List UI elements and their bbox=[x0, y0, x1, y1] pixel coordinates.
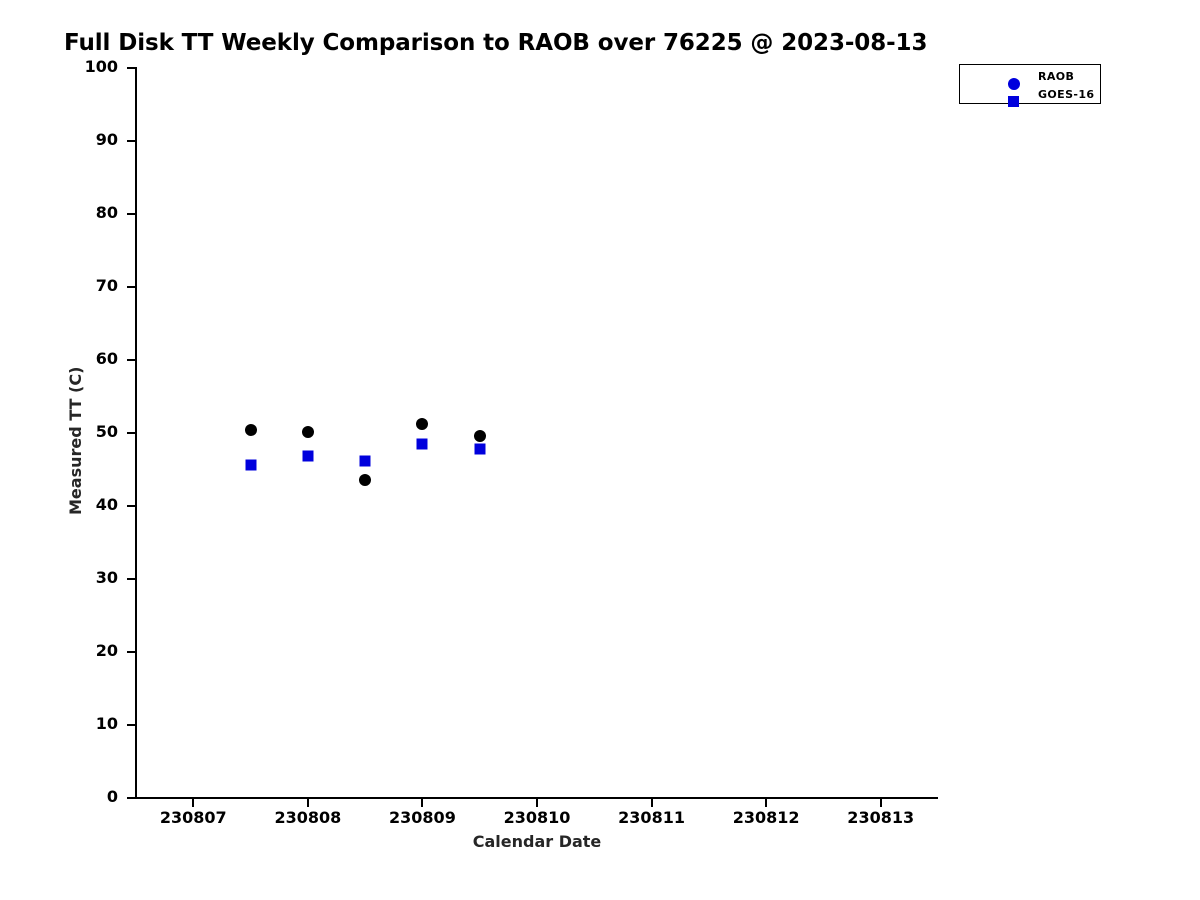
circle-marker-icon bbox=[1008, 78, 1020, 90]
y-tick-label: 80 bbox=[95, 203, 118, 222]
legend-item-raob[interactable]: RAOB bbox=[960, 68, 1100, 90]
y-tick-mark bbox=[127, 505, 135, 507]
y-tick-label: 20 bbox=[95, 641, 118, 660]
y-tick-mark bbox=[127, 651, 135, 653]
data-point-goes-16 bbox=[474, 443, 486, 455]
y-tick-mark bbox=[127, 578, 135, 580]
x-tick-label: 230813 bbox=[847, 808, 915, 827]
plot-area bbox=[136, 68, 938, 798]
x-tick-label: 230808 bbox=[274, 808, 342, 827]
y-tick-mark bbox=[127, 359, 135, 361]
y-tick-label: 30 bbox=[95, 568, 118, 587]
y-tick-mark bbox=[127, 432, 135, 434]
x-tick-label: 230811 bbox=[618, 808, 685, 827]
x-tick-mark bbox=[192, 799, 195, 807]
y-tick-label: 50 bbox=[95, 422, 118, 441]
x-tick-label: 230807 bbox=[159, 808, 227, 827]
legend-item-goes-16[interactable]: GOES-16 bbox=[960, 86, 1100, 107]
data-point-goes-16 bbox=[245, 459, 257, 471]
data-point-raob bbox=[244, 424, 257, 437]
x-tick-label: 230810 bbox=[503, 808, 571, 827]
legend-marker-swatch bbox=[1008, 96, 1019, 107]
data-point-raob bbox=[416, 417, 429, 430]
y-tick-mark bbox=[127, 724, 135, 726]
square-marker-icon bbox=[1008, 96, 1019, 107]
x-tick-label: 230812 bbox=[732, 808, 800, 827]
data-point-goes-16 bbox=[359, 455, 371, 467]
y-tick-mark bbox=[127, 213, 135, 215]
y-axis-title: Measured TT (C) bbox=[66, 366, 85, 515]
y-tick-mark bbox=[127, 797, 135, 799]
y-tick-label: 60 bbox=[95, 349, 118, 368]
x-tick-mark bbox=[650, 799, 653, 807]
y-tick-label: 70 bbox=[95, 276, 118, 295]
x-tick-mark bbox=[421, 799, 424, 807]
y-tick-mark bbox=[127, 140, 135, 142]
chart-legend: RAOB GOES-16 bbox=[959, 64, 1101, 107]
page-title: Full Disk TT Weekly Comparison to RAOB o… bbox=[64, 30, 928, 56]
x-tick-mark bbox=[765, 799, 768, 807]
x-tick-mark bbox=[306, 799, 309, 807]
x-axis-title: Calendar Date bbox=[472, 832, 602, 851]
data-point-goes-16 bbox=[302, 450, 314, 462]
x-tick-mark bbox=[879, 799, 882, 807]
x-tick-label: 230809 bbox=[389, 808, 456, 827]
y-tick-label: 40 bbox=[95, 495, 118, 514]
data-point-raob bbox=[301, 425, 314, 438]
y-axis-spine bbox=[135, 67, 137, 799]
legend-marker-swatch bbox=[1008, 78, 1020, 90]
y-tick-label: 10 bbox=[95, 714, 118, 733]
data-point-raob bbox=[473, 429, 486, 442]
y-tick-mark bbox=[127, 67, 135, 69]
y-tick-label: 100 bbox=[84, 57, 118, 76]
y-tick-mark bbox=[127, 286, 135, 288]
legend-label: GOES-16 bbox=[1038, 88, 1095, 101]
legend-label: RAOB bbox=[1038, 70, 1075, 83]
data-point-goes-16 bbox=[416, 438, 428, 450]
y-tick-label: 0 bbox=[106, 787, 118, 806]
x-tick-mark bbox=[536, 799, 538, 807]
data-point-raob bbox=[359, 473, 372, 486]
x-axis-spine bbox=[135, 797, 938, 799]
y-tick-label: 90 bbox=[95, 130, 118, 149]
